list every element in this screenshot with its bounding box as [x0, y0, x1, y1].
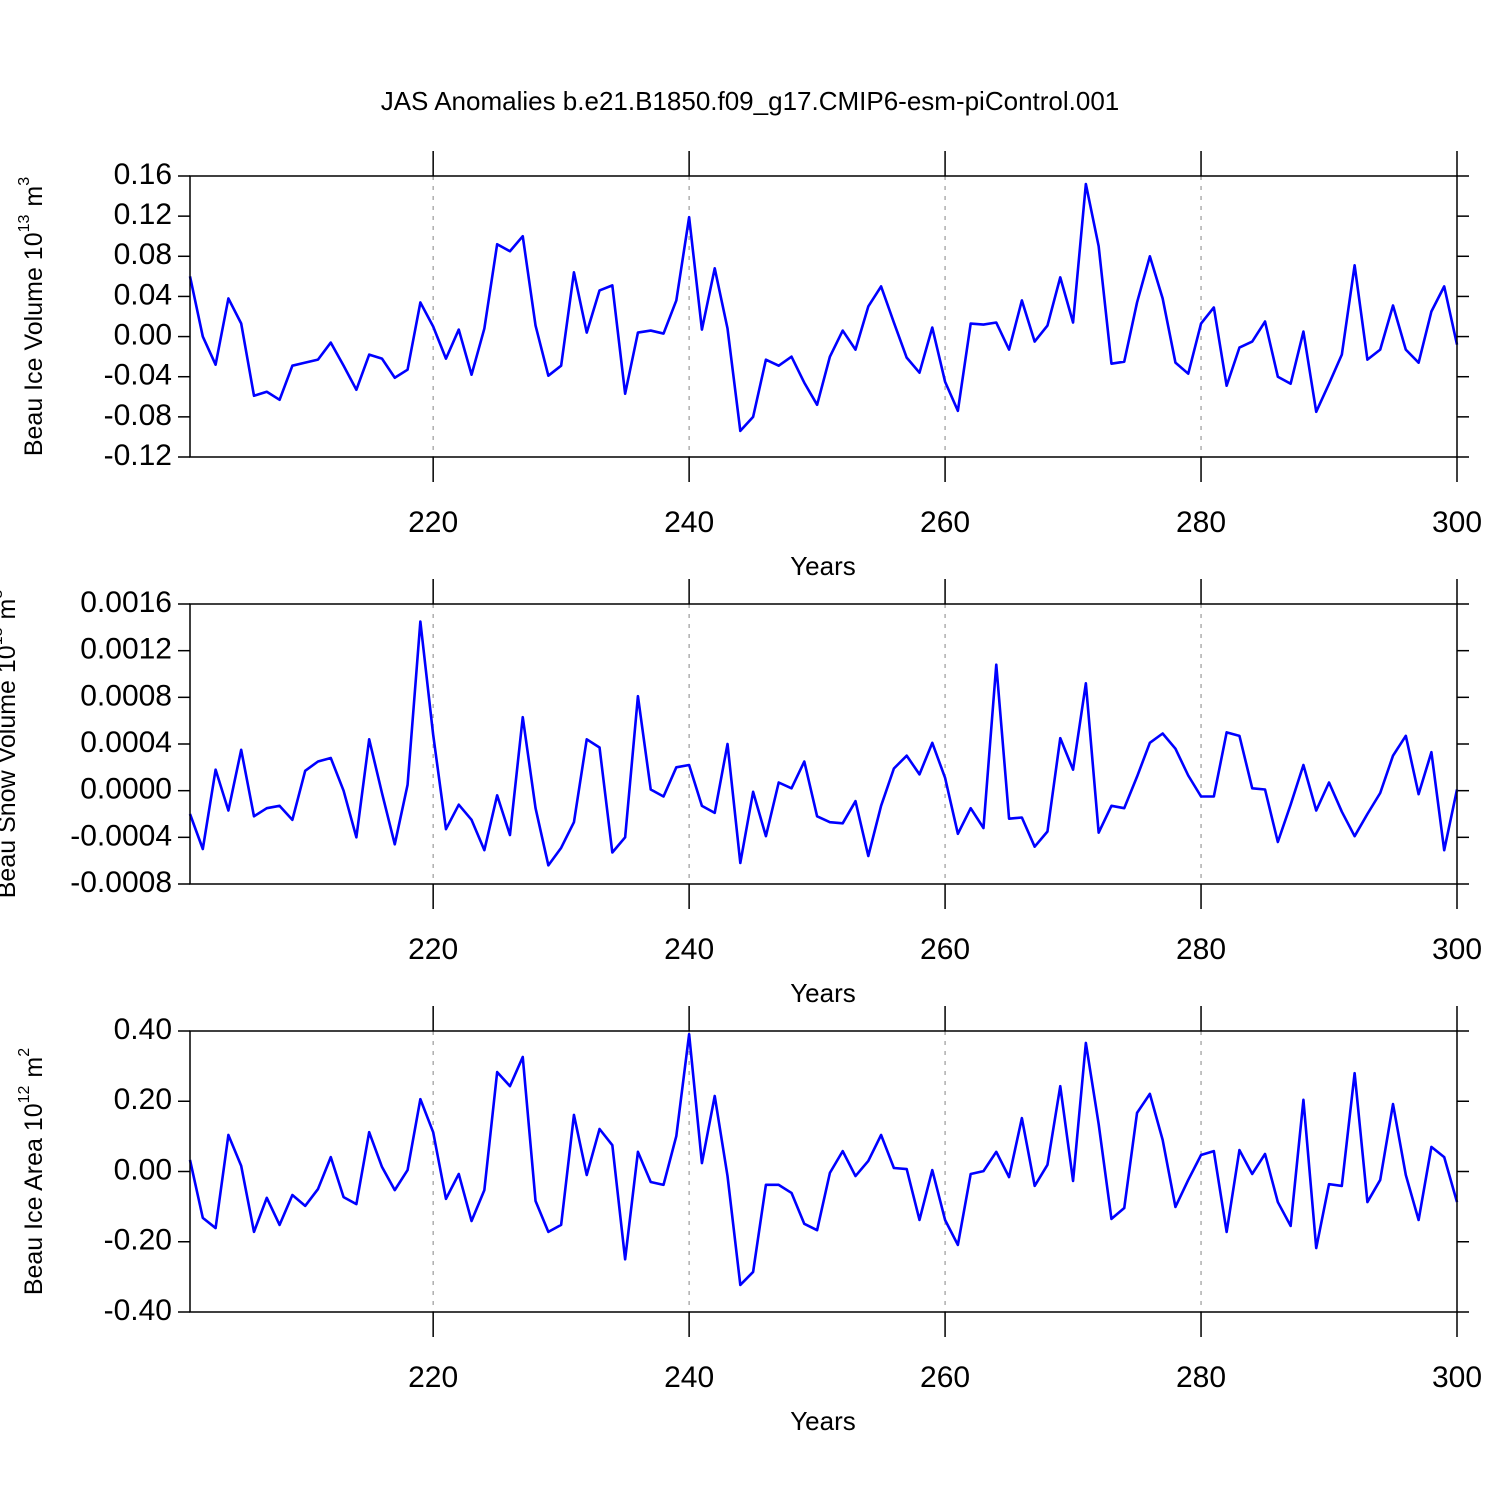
y-tick-label: 0.0016 — [80, 586, 172, 619]
y-tick-label: 0.40 — [114, 1013, 172, 1046]
x-tick-label: 240 — [664, 506, 714, 539]
x-tick-label: 260 — [920, 1361, 970, 1394]
y-axis-label: Beau Snow Volume 1013 m3 — [0, 590, 21, 899]
data-line — [188, 620, 1459, 867]
x-tick-label: 280 — [1176, 506, 1226, 539]
y-tick-label: 0.0004 — [80, 726, 172, 759]
x-tick-label: 260 — [920, 933, 970, 966]
y-axis-label: Beau Ice Volume 1013 m3 — [16, 177, 47, 456]
y-tick-label: -0.40 — [104, 1294, 172, 1327]
y-axis-label-text: Beau Snow Volume 10 — [0, 645, 21, 898]
x-tick-label: 300 — [1432, 506, 1482, 539]
y-tick-label: -0.0004 — [70, 819, 172, 852]
y-tick-label: 0.08 — [114, 238, 172, 271]
y-tick-label: 0.00 — [114, 1153, 172, 1186]
x-tick-label: 220 — [408, 506, 458, 539]
data-line — [188, 1032, 1459, 1287]
y-axis-label-unit-exponent: 2 — [16, 1048, 33, 1057]
y-tick-label: -0.0008 — [70, 866, 172, 899]
y-tick-label: 0.04 — [114, 278, 172, 311]
plot-frame — [189, 175, 1458, 458]
y-axis-label-exponent: 12 — [16, 1085, 33, 1103]
x-tick-label: 280 — [1176, 933, 1226, 966]
plot-frame — [189, 603, 1458, 885]
x-tick-label: 240 — [664, 1361, 714, 1394]
y-axis-label-unit-exponent: 3 — [0, 590, 6, 599]
y-axis-label: Beau Ice Area 1012 m2 — [16, 1048, 47, 1295]
y-axis-label-text: Beau Ice Area 10 — [20, 1103, 48, 1295]
y-tick-label: -0.20 — [104, 1224, 172, 1257]
y-axis-label-exponent: 13 — [16, 214, 33, 232]
x-tick-label: 220 — [408, 933, 458, 966]
y-axis-label-text: Beau Ice Volume 10 — [20, 232, 48, 456]
y-tick-label: -0.08 — [104, 399, 172, 432]
x-tick-label: 300 — [1432, 1361, 1482, 1394]
y-tick-label: 0.16 — [114, 158, 172, 191]
plot-frame — [189, 1030, 1458, 1313]
y-axis-label-unit-exponent: 3 — [16, 177, 33, 186]
x-tick-label: 240 — [664, 933, 714, 966]
x-tick-label: 220 — [408, 1361, 458, 1394]
chart-title: JAS Anomalies b.e21.B1850.f09_g17.CMIP6-… — [381, 86, 1120, 116]
x-tick-label: 300 — [1432, 933, 1482, 966]
y-tick-label: -0.04 — [104, 359, 172, 392]
x-axis-label: Years — [790, 978, 856, 1008]
y-axis-label-unit: m — [20, 1057, 48, 1078]
y-axis-label-exponent: 13 — [0, 627, 6, 645]
x-tick-label: 280 — [1176, 1361, 1226, 1394]
x-tick-label: 260 — [920, 506, 970, 539]
x-axis-label: Years — [790, 551, 856, 581]
y-axis-label-unit: m — [0, 599, 21, 620]
x-axis-label: Years — [790, 1406, 856, 1436]
y-tick-label: 0.0008 — [80, 679, 172, 712]
y-tick-label: -0.12 — [104, 439, 172, 472]
y-tick-label: 0.0000 — [80, 773, 172, 806]
data-line — [188, 182, 1459, 433]
y-tick-label: 0.12 — [114, 198, 172, 231]
y-tick-label: 0.20 — [114, 1083, 172, 1116]
y-tick-label: 0.00 — [114, 318, 172, 351]
y-axis-label-unit: m — [20, 186, 48, 207]
y-tick-label: 0.0012 — [80, 633, 172, 666]
